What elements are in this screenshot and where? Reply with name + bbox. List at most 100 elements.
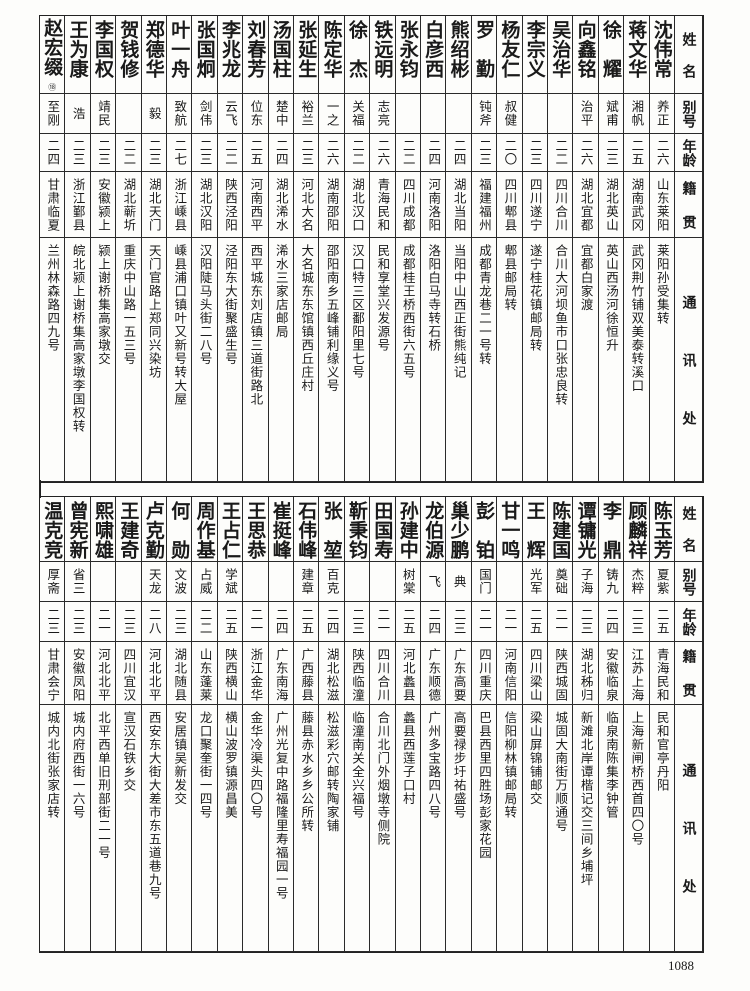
person-address-cell: 安居镇吴新发交 bbox=[167, 705, 193, 952]
person-age-cell: 二三 bbox=[522, 134, 548, 172]
person-address: 藤县赤水乡乡公所转 bbox=[299, 711, 315, 833]
person-name-cell: 张国炯 bbox=[192, 16, 218, 94]
person-native: 安徽凤阳 bbox=[70, 648, 86, 702]
person-native: 河北蠡县 bbox=[400, 648, 416, 702]
person-alias: 裕兰 bbox=[299, 100, 315, 127]
person-native: 山东蓬莱 bbox=[197, 648, 213, 702]
person-native-cell: 湖北汉阳 bbox=[192, 172, 218, 238]
person-name-cell: 王思恭 bbox=[243, 497, 269, 562]
person-name: 张国炯 bbox=[193, 20, 216, 78]
person-name-cell: 孙建中 bbox=[395, 497, 421, 562]
person-alias-cell: 学斌 bbox=[217, 562, 244, 602]
person-age: 二三 bbox=[299, 139, 315, 166]
person-age: 二四 bbox=[273, 139, 289, 166]
person-alias-cell bbox=[446, 94, 472, 134]
person-name-cell: 李鼎 bbox=[598, 497, 625, 562]
person-name-cell: 李宗义 bbox=[522, 16, 548, 94]
person-native: 湖南邵阳 bbox=[324, 178, 340, 232]
person-alias-cell: 省三 bbox=[65, 562, 91, 602]
person-native: 湖北蕲圻 bbox=[121, 178, 137, 232]
person-address: 城内府西街一六号 bbox=[70, 711, 86, 819]
person-name: 卢克勤 bbox=[142, 501, 165, 559]
person-address-cell: 洛阳白马寺转石桥 bbox=[421, 238, 447, 482]
person-alias: 关福 bbox=[349, 100, 365, 127]
person-name: 李鼎 bbox=[599, 501, 622, 559]
person-age: 二三 bbox=[95, 139, 111, 166]
person-age: 二八 bbox=[146, 608, 162, 635]
person-address: 大名城东东馆镇西丘庄村 bbox=[299, 244, 315, 393]
person-age-cell: 二三 bbox=[344, 602, 371, 642]
person-address: 邵阳南乡五峰铺利缘义号 bbox=[324, 244, 340, 393]
person-address-cell: 金华冷渠头四〇号 bbox=[243, 705, 269, 952]
person-alias-cell: 文波 bbox=[167, 562, 193, 602]
person-age-cell: 二三 bbox=[167, 602, 193, 642]
person-age-cell: 二四 bbox=[421, 134, 447, 172]
person-address-cell: 皖北颍上谢桥集高家墩李国权转 bbox=[65, 238, 91, 482]
person-native-cell: 浙江嵊县 bbox=[167, 172, 193, 238]
person-native-cell: 湖北浠水 bbox=[268, 172, 294, 238]
person-address-cell: 龙口聚奎街一四号 bbox=[192, 705, 218, 952]
person-name-cell: 徐杰 bbox=[344, 16, 371, 94]
person-native-cell: 山东蓬莱 bbox=[192, 642, 218, 705]
person-address-cell: 北平西单旧刑部街二一号 bbox=[90, 705, 117, 952]
header-age: 年龄 bbox=[675, 602, 703, 642]
header-label: 别号 bbox=[680, 567, 697, 596]
person-age: 二〇 bbox=[502, 139, 518, 166]
person-address: 城内北街张家店转 bbox=[45, 711, 61, 819]
person-name: 张堃 bbox=[320, 501, 343, 559]
person-name-cell: 何勋 bbox=[167, 497, 193, 562]
header-name: 姓名 bbox=[675, 497, 703, 562]
person-address-cell: 莱阳孙受集转 bbox=[649, 238, 675, 482]
person-name-cell: 巢少鹏 bbox=[446, 497, 472, 562]
person-native-cell: 广东顺德 bbox=[421, 642, 447, 705]
person-alias-cell: 位东 bbox=[243, 94, 269, 134]
person-address: 信阳柳林镇邮局转 bbox=[502, 711, 518, 819]
person-address: 西平城东刘店镇三道街路北 bbox=[248, 244, 264, 406]
person-age: 二三 bbox=[629, 608, 645, 635]
person-native-cell: 浙江金华 bbox=[243, 642, 269, 705]
person-native: 湖北汉阳 bbox=[197, 178, 213, 232]
person-native-cell: 陕西城固 bbox=[548, 642, 574, 705]
person-native: 四川合川 bbox=[375, 648, 391, 702]
person-age: 二六 bbox=[375, 139, 391, 166]
person-native: 河南西平 bbox=[248, 178, 264, 232]
person-name: 王建奇 bbox=[117, 501, 140, 559]
person-name-cell: 张堃 bbox=[319, 497, 345, 562]
person-alias-cell bbox=[548, 94, 574, 134]
person-age-cell: 二三 bbox=[192, 134, 218, 172]
person-address-cell: 藤县赤水乡乡公所转 bbox=[294, 705, 320, 952]
person-native: 湖南武冈 bbox=[629, 178, 645, 232]
person-name: 李宗义 bbox=[523, 20, 546, 78]
person-name-cell: 龙伯源 bbox=[421, 497, 447, 562]
person-address-cell: 合川北门外烟墩寺侧院 bbox=[370, 705, 396, 952]
person-address-cell: 武冈荆竹铺双美泰转溪口 bbox=[624, 238, 650, 482]
person-age: 二五 bbox=[629, 139, 645, 166]
person-native-cell: 湖北汉口 bbox=[344, 172, 371, 238]
person-address: 民和官亭丹阳 bbox=[654, 711, 670, 792]
person-name-cell: 顾麟祥 bbox=[624, 497, 650, 562]
person-alias-cell: 杰粹 bbox=[624, 562, 650, 602]
header-label: 姓名 bbox=[680, 31, 697, 78]
person-age-cell: 二一 bbox=[471, 602, 498, 642]
person-name-cell: 铁远明 bbox=[370, 16, 396, 94]
footnote-marker: ⑱ bbox=[48, 83, 57, 92]
person-age: 二三 bbox=[451, 608, 467, 635]
person-native-cell: 江苏上海 bbox=[624, 642, 650, 705]
person-name-cell: 熊绍彬 bbox=[446, 16, 472, 94]
person-name-cell: 杨友仁 bbox=[497, 16, 523, 94]
person-address-cell: 临泉南陈集李钟管 bbox=[598, 705, 625, 952]
person-native-cell: 河南信阳 bbox=[497, 642, 523, 705]
header-age: 年龄 bbox=[675, 134, 703, 172]
person-alias: 钝斧 bbox=[476, 100, 492, 127]
person-address-cell: 合川大河坝鱼市口张忠良转 bbox=[548, 238, 574, 482]
header-alias: 别号 bbox=[675, 94, 703, 134]
person-address: 蠡县西莲子口村 bbox=[400, 711, 416, 806]
person-name: 周作基 bbox=[193, 501, 216, 559]
person-age: 二四 bbox=[451, 139, 467, 166]
person-age-cell: 二四 bbox=[40, 134, 66, 172]
header-address: 通讯处 bbox=[675, 705, 703, 952]
person-native: 陕西横山 bbox=[222, 648, 238, 702]
person-name-cell: 曾宪新 bbox=[65, 497, 91, 562]
person-age-cell: 二六 bbox=[319, 134, 345, 172]
person-name-cell: 徐耀 bbox=[598, 16, 625, 94]
